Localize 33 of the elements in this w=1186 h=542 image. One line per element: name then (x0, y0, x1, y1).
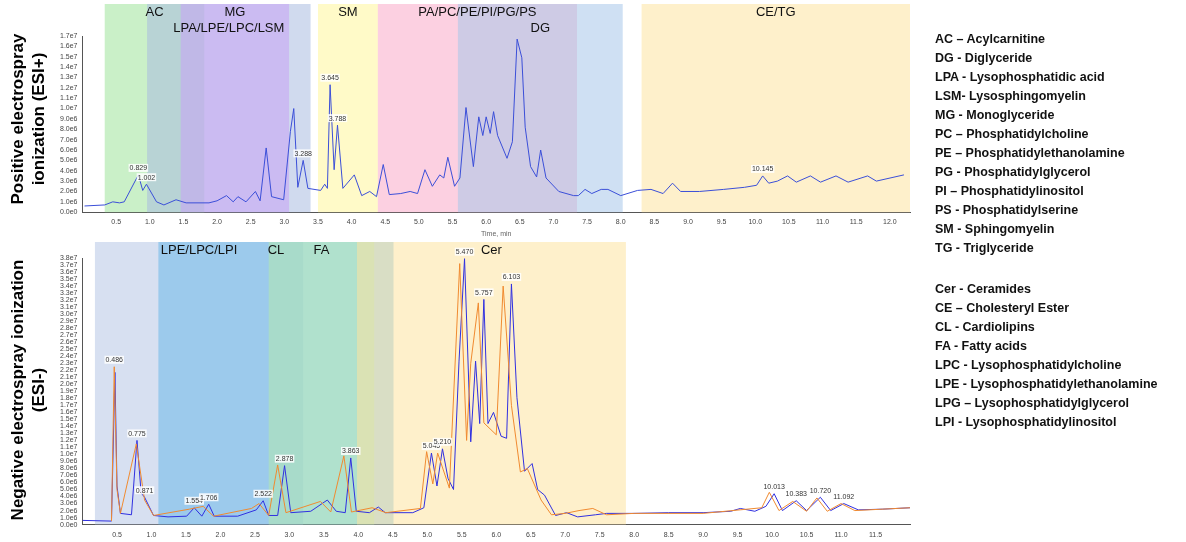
text: LPA - Lysophosphatidic acid (935, 69, 1106, 86)
text: PI – Phosphatidylinositol (935, 183, 1085, 200)
text: AC – Acylcarnitine (935, 31, 1046, 48)
text: PG - Phosphatidylglycerol (935, 164, 1092, 181)
text: TG - Triglyceride (935, 240, 1035, 257)
band-label: PA/PC/PE/PI/PG/PS (418, 3, 537, 19)
text: LPI - Lysophosphatidylinositol (935, 414, 1118, 431)
text: LPC - Lysophosphatidylcholine (935, 357, 1123, 374)
band-label: DG (530, 19, 551, 35)
band-label: FA (313, 241, 330, 257)
text: DG - Diglyceride (935, 50, 1034, 67)
band-label: CE/TG (755, 3, 796, 19)
y-axis-title: Positive electrospray ionization (ESI+) (7, 32, 49, 207)
band-label: LPA/LPE/LPC/LSM (173, 19, 285, 35)
text: Cer - Ceramides (935, 281, 1032, 298)
band-label: Cer (480, 241, 503, 257)
text: FA - Fatty acids (935, 338, 1028, 355)
text: MG - Monoglyceride (935, 107, 1056, 124)
text: LPG – Lysophosphatidylglycerol (935, 395, 1131, 412)
text: LSM- Lysosphingomyelin (935, 88, 1087, 105)
text: PC – Phosphatidylcholine (935, 126, 1090, 143)
text: SM - Sphingomyelin (935, 221, 1056, 238)
band-label: SM (338, 3, 358, 19)
text: LPE - Lysophosphatidylethanolamine (935, 376, 1159, 393)
text: PS - Phosphatidylserine (935, 202, 1080, 219)
text: CL - Cardiolipins (935, 319, 1036, 336)
text: PE – Phosphatidylethanolamine (935, 145, 1126, 162)
band-label: LPE/LPC/LPI (160, 241, 238, 257)
text: CE – Cholesteryl Ester (935, 300, 1071, 317)
band-label: CL (267, 241, 285, 257)
band-label: MG (224, 3, 246, 19)
y-axis-title: Negative electrospray ionization (ESI-) (7, 258, 49, 523)
band-label: AC (145, 3, 164, 19)
